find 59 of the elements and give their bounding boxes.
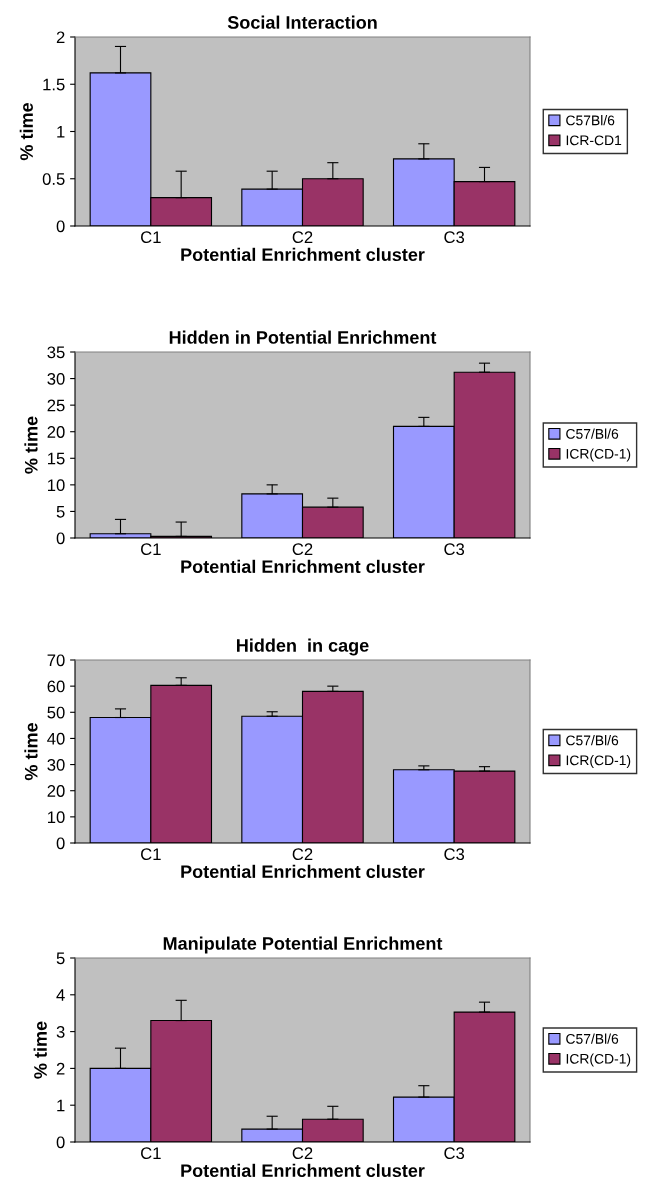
y-tick-label: 15 xyxy=(48,452,65,465)
legend-label: C57/Bl/6 xyxy=(566,735,619,746)
x-tick-label: C3 xyxy=(444,848,465,861)
y-axis-title: % time xyxy=(33,1021,47,1079)
x-tick-label: C3 xyxy=(444,1147,465,1160)
x-tick-label: C2 xyxy=(292,231,313,244)
x-tick-label: C1 xyxy=(141,1147,161,1160)
x-tick-label: C2 xyxy=(292,1147,313,1160)
y-tick-label: 5 xyxy=(56,952,65,965)
x-axis-title: Potential Enrichment cluster xyxy=(181,247,425,262)
y-tick-label: 40 xyxy=(47,732,65,745)
y-tick-label: 0 xyxy=(56,837,65,850)
y-tick-label: 0 xyxy=(56,532,65,545)
legend-label: ICR(CD-1) xyxy=(566,755,631,768)
chart-title: Manipulate Potential Enrichment xyxy=(163,936,443,954)
x-tick-label: C2 xyxy=(292,848,313,861)
x-tick-label: C1 xyxy=(141,231,161,244)
legend-label: C57/Bl/6 xyxy=(566,1033,619,1044)
y-tick-label: 0 xyxy=(56,220,65,233)
y-tick-label: 0.5 xyxy=(42,173,65,185)
y-axis-title: % time xyxy=(19,103,33,161)
y-tick-label: 3 xyxy=(56,1026,65,1038)
y-tick-label: 35 xyxy=(47,346,65,359)
y-tick-label: 50 xyxy=(47,706,65,719)
y-tick-label: 2 xyxy=(56,31,65,44)
chart-title: Hidden in Potential Enrichment xyxy=(169,330,437,344)
y-tick-label: 4 xyxy=(56,989,65,1001)
y-tick-label: 60 xyxy=(47,680,65,693)
y-tick-label: 30 xyxy=(47,372,65,385)
y-tick-label: 20 xyxy=(47,426,65,438)
chart-title: Hidden in cage xyxy=(237,638,369,656)
legend-label: ICR(CD-1) xyxy=(566,448,631,462)
legend-label: C57Bl/6 xyxy=(566,115,615,126)
y-tick-label: 1.5 xyxy=(43,78,65,91)
x-tick-label: C1 xyxy=(141,848,161,861)
legend-label: C57/Bl/6 xyxy=(566,428,619,439)
x-axis-title: Potential Enrichment cluster xyxy=(181,1163,425,1178)
y-tick-label: 5 xyxy=(56,506,65,518)
x-tick-label: C3 xyxy=(444,543,465,556)
y-axis-title: % time xyxy=(24,416,38,474)
x-axis-title: Potential Enrichment cluster xyxy=(181,864,425,879)
x-axis-title: Potential Enrichment cluster xyxy=(181,559,425,574)
chart-title: Social Interaction xyxy=(227,15,377,29)
y-tick-label: 25 xyxy=(47,399,65,412)
y-tick-label: 0 xyxy=(56,1136,65,1149)
y-tick-label: 2 xyxy=(56,1062,65,1075)
y-tick-label: 20 xyxy=(47,785,65,797)
x-tick-label: C2 xyxy=(292,543,313,556)
y-tick-label: 1 xyxy=(57,126,65,138)
y-axis-title: % time xyxy=(24,723,38,781)
y-tick-label: 70 xyxy=(47,654,65,667)
y-tick-label: 10 xyxy=(48,811,65,824)
x-tick-label: C3 xyxy=(444,231,465,244)
legend-label: ICR-CD1 xyxy=(566,135,622,146)
x-tick-label: C1 xyxy=(141,543,161,556)
legend-label: ICR(CD-1) xyxy=(566,1053,631,1067)
y-tick-label: 10 xyxy=(48,479,65,492)
y-tick-label: 1 xyxy=(57,1099,65,1112)
y-tick-label: 30 xyxy=(47,758,65,771)
